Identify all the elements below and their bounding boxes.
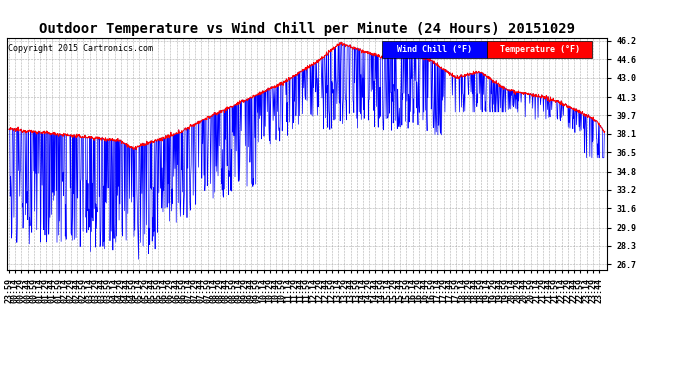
Title: Outdoor Temperature vs Wind Chill per Minute (24 Hours) 20151029: Outdoor Temperature vs Wind Chill per Mi… <box>39 22 575 36</box>
Text: Wind Chill (°F): Wind Chill (°F) <box>397 45 472 54</box>
Bar <box>487 41 592 58</box>
Bar <box>382 41 487 58</box>
Text: Temperature (°F): Temperature (°F) <box>500 45 580 54</box>
Text: Copyright 2015 Cartronics.com: Copyright 2015 Cartronics.com <box>8 45 152 54</box>
